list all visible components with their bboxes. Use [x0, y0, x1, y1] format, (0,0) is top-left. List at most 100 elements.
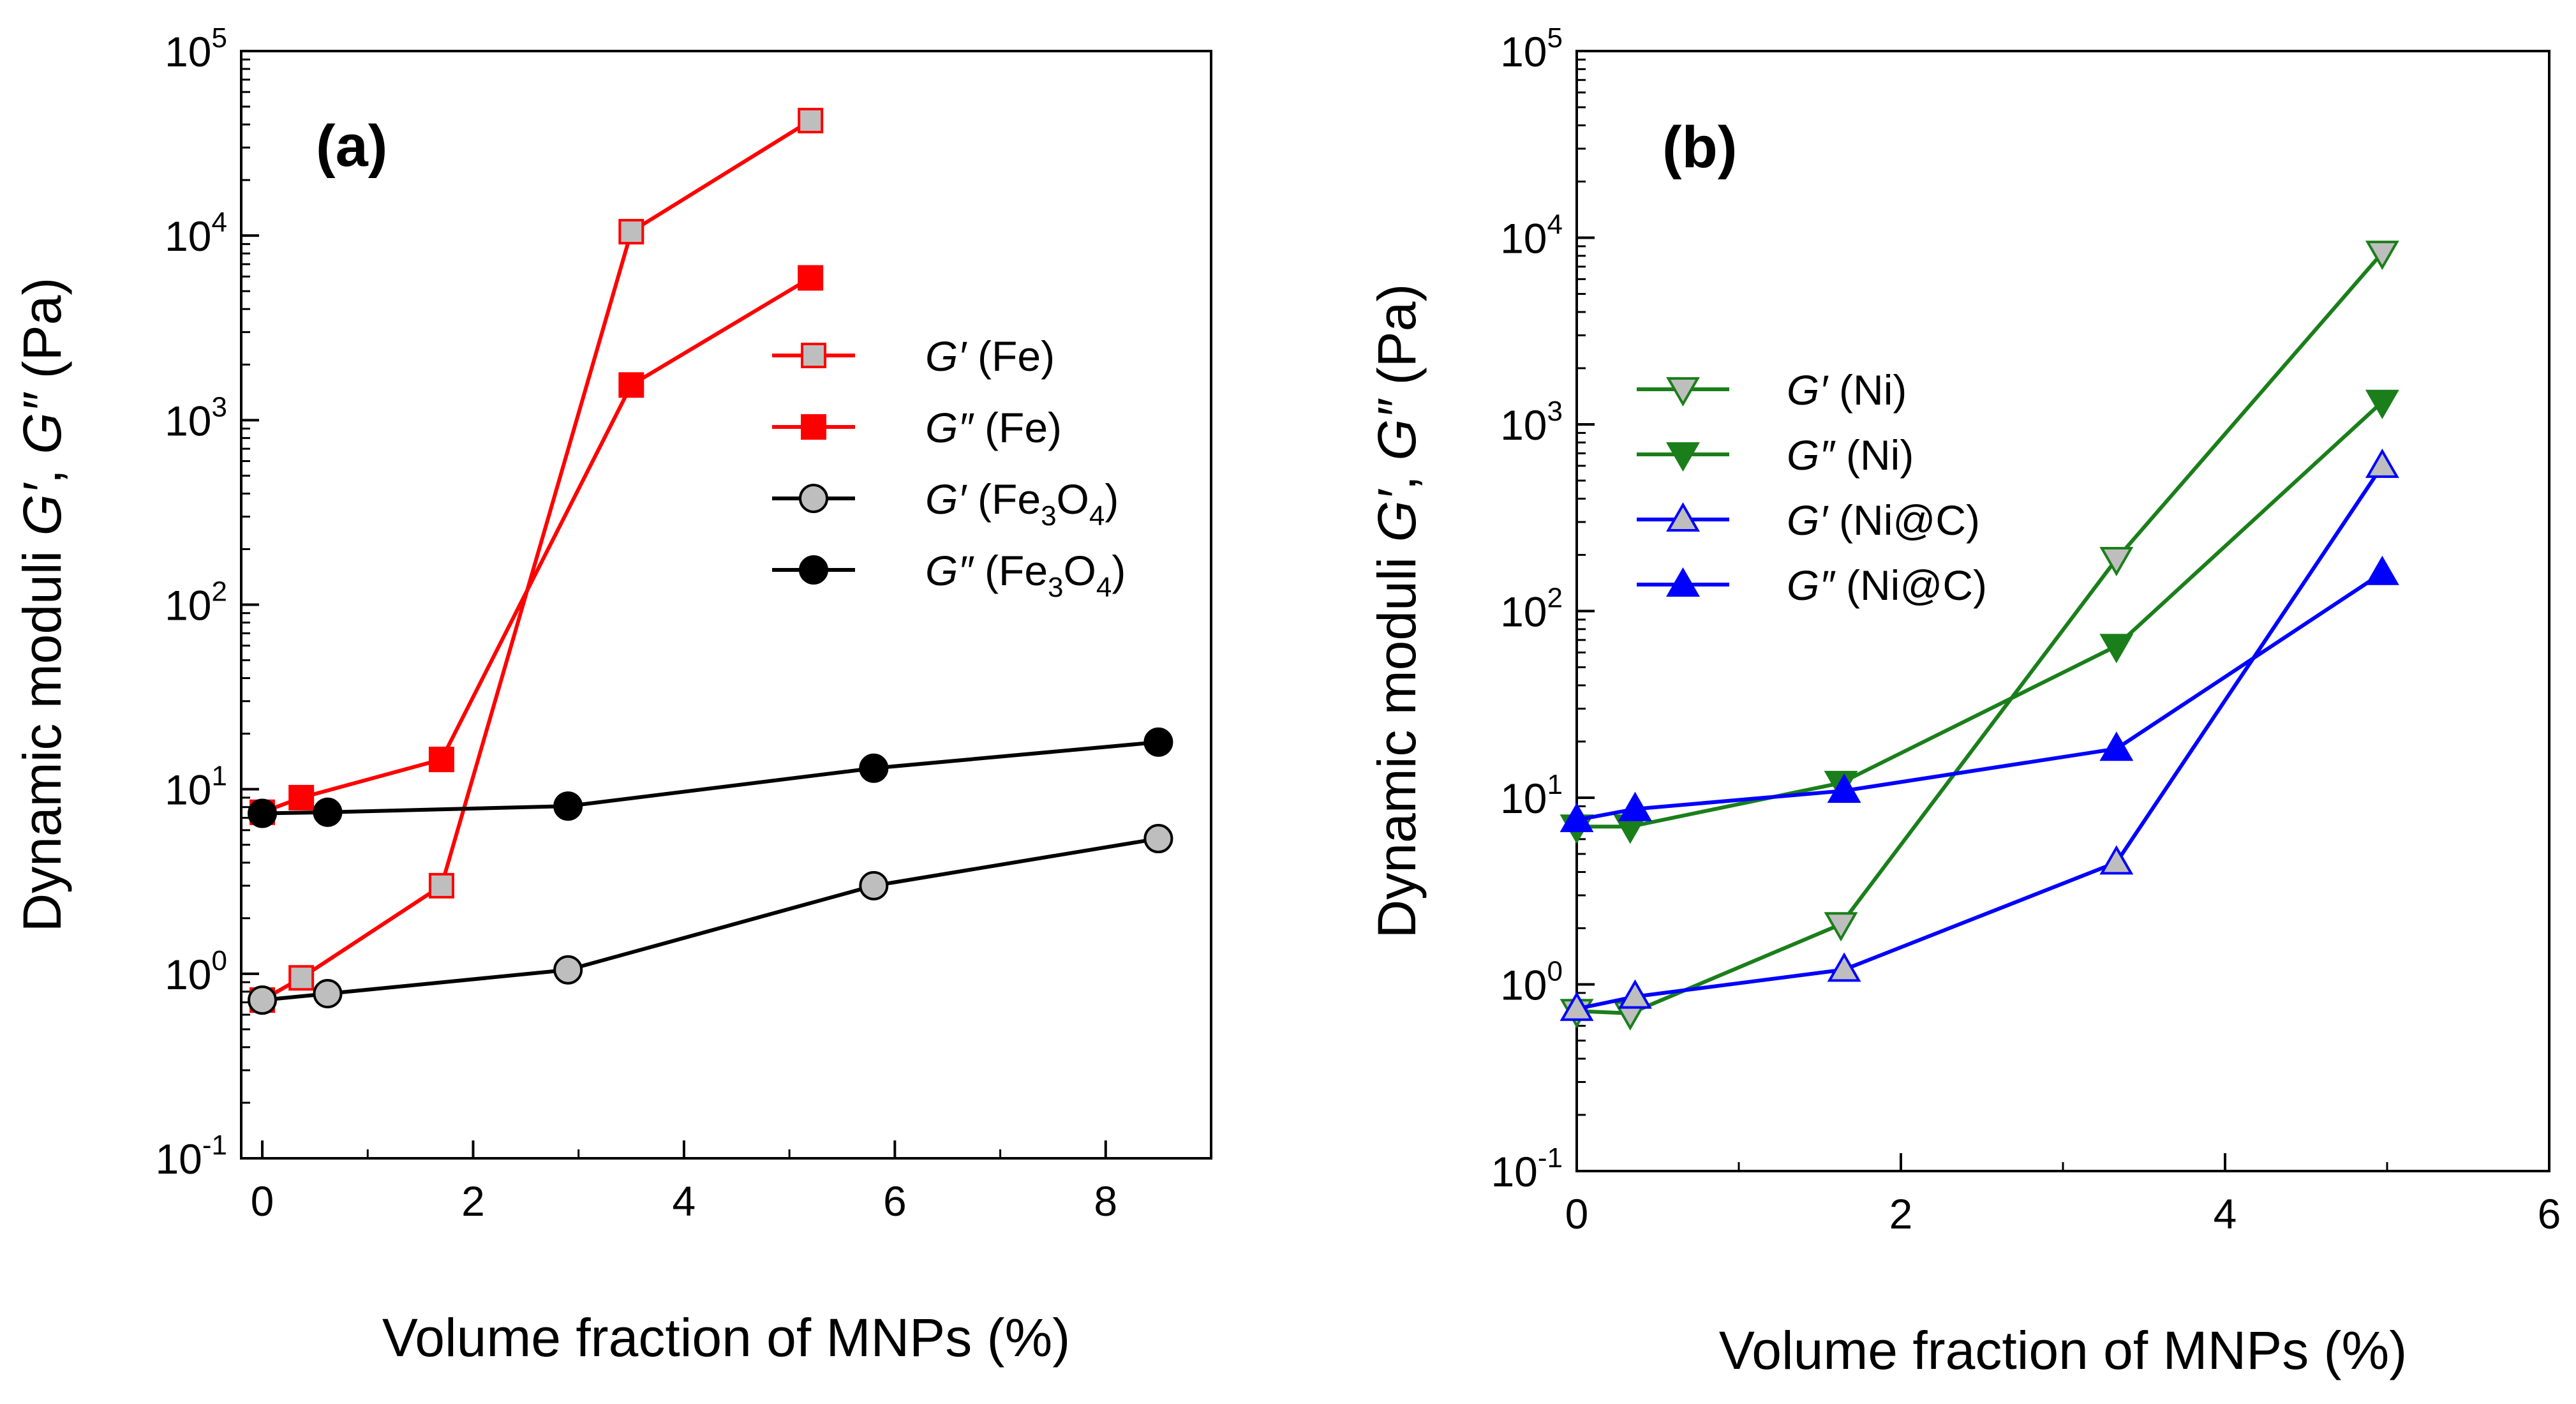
- legend-label: G′ (Ni@C): [1787, 497, 1980, 544]
- series-line: [1576, 571, 2384, 822]
- legend-label: G′ (Ni): [1787, 366, 1907, 414]
- plot-frame: [1575, 50, 2550, 1172]
- legend-label: G′ (Fe): [925, 332, 1055, 380]
- data-point: [618, 219, 644, 245]
- x-tick-label: 4: [2214, 1190, 2237, 1237]
- y-tick-label: 102: [1500, 583, 1563, 636]
- x-tick-label: 6: [883, 1177, 907, 1225]
- data-point: [798, 265, 824, 291]
- data-point: [428, 872, 454, 899]
- series-line: [261, 119, 812, 1002]
- y-tick-label: 100: [165, 945, 227, 998]
- data-point: [798, 107, 824, 133]
- data-point: [288, 965, 315, 991]
- x-tick-label: 4: [673, 1177, 696, 1225]
- legend-marker: [1666, 377, 1700, 407]
- data-point: [2099, 634, 2134, 664]
- plot-frame: [240, 50, 1212, 1160]
- data-point: [1143, 824, 1173, 854]
- y-tick-label: 10-1: [1491, 1142, 1563, 1195]
- legend-label: G″ (Fe3O4): [925, 547, 1126, 603]
- x-tick-label: 6: [2538, 1190, 2561, 1237]
- x-axis-title: Volume fraction of MNPs (%): [1719, 1320, 2407, 1380]
- y-tick-label: 103: [1500, 396, 1563, 449]
- data-point: [1560, 991, 1594, 1021]
- data-point: [2365, 241, 2399, 271]
- data-point: [1618, 791, 1652, 821]
- x-tick-label: 0: [251, 1177, 274, 1225]
- series-2: [1560, 448, 2399, 1021]
- data-point: [313, 797, 343, 827]
- series-line: [261, 276, 812, 814]
- data-point: [2099, 845, 2134, 875]
- legend-label: G′ (Fe3O4): [925, 475, 1119, 532]
- data-point: [2365, 389, 2399, 419]
- x-tick-label: 2: [461, 1177, 485, 1225]
- data-point: [553, 955, 583, 985]
- legend-entry: G″ (Ni): [1637, 431, 1914, 479]
- x-tick-label: 2: [1889, 1190, 1913, 1237]
- data-point: [288, 784, 315, 810]
- data-point: [2099, 731, 2134, 761]
- data-point: [1827, 952, 1861, 982]
- x-tick-label: 0: [1565, 1190, 1589, 1237]
- legend-entry: G″ (Fe): [772, 404, 1062, 451]
- data-point: [248, 798, 278, 828]
- legend-label: G″ (Ni@C): [1787, 562, 1987, 609]
- series-line: [1576, 465, 2384, 1011]
- legend-marker: [801, 414, 826, 440]
- y-tick-label: 100: [1500, 956, 1563, 1009]
- series-line: [262, 837, 1159, 1003]
- panel-label: (a): [316, 114, 387, 179]
- y-tick-label: 103: [165, 391, 227, 444]
- legend-label: G″ (Ni): [1787, 431, 1914, 479]
- data-point: [248, 985, 278, 1015]
- legend-entry: G′ (Fe): [772, 332, 1055, 380]
- legend-entry: G′ (Ni@C): [1637, 497, 1980, 544]
- series-3: [248, 727, 1173, 828]
- series-0: [1560, 241, 2399, 1031]
- data-point: [618, 372, 644, 398]
- data-point: [2099, 546, 2134, 576]
- data-point: [2365, 448, 2399, 478]
- data-point: [859, 753, 889, 783]
- panel-a: 10-1 100 101 102 103 104 105 0 2 4 6 8 Volume fracti…: [12, 22, 1212, 1368]
- series-line: [1576, 251, 2384, 1015]
- legend-entry: G′ (Ni): [1637, 366, 1907, 414]
- data-point: [1824, 912, 1858, 942]
- data-point: [1618, 979, 1652, 1009]
- legend-entry: G″ (Fe3O4): [772, 547, 1126, 603]
- series-line: [1577, 400, 2384, 829]
- legend-label: G″ (Fe): [925, 404, 1062, 451]
- legend-entry: G′ (Fe3O4): [772, 475, 1119, 532]
- y-tick-label: 102: [165, 576, 227, 629]
- y-tick-label: 10-1: [155, 1130, 227, 1183]
- legend-entry: G″ (Ni@C): [1637, 562, 1987, 609]
- legend-marker: [1666, 442, 1700, 472]
- y-tick-label: 105: [165, 22, 227, 75]
- series-1: [249, 265, 824, 825]
- x-tick-label: 8: [1094, 1177, 1117, 1225]
- data-point: [859, 870, 889, 900]
- data-point: [553, 791, 583, 821]
- y-tick-label: 101: [1500, 769, 1563, 822]
- y-axis-title: Dynamic moduli G′, G″ (Pa): [12, 278, 72, 932]
- y-tick-label: 104: [165, 207, 227, 260]
- data-point: [1143, 727, 1173, 757]
- series-line: [262, 740, 1159, 816]
- legend-marker: [1666, 567, 1700, 597]
- legend-marker: [1666, 502, 1700, 532]
- legend: G′ (Fe) G″ (Fe) G′ (Fe3O4) G″ (Fe3O4): [772, 332, 1126, 603]
- legend-marker: [799, 484, 828, 513]
- y-tick-label: 104: [1500, 209, 1563, 262]
- panel-b: 10-1 100 101 102 103 104 105 0 2 4 6 Volume fractio…: [1367, 22, 2561, 1380]
- y-axis-title: Dynamic moduli G′, G″ (Pa): [1367, 284, 1427, 939]
- data-point: [428, 747, 454, 773]
- data-point: [313, 979, 343, 1009]
- panel-label: (b): [1662, 115, 1737, 180]
- data-point: [1560, 802, 1594, 832]
- legend-marker: [799, 555, 828, 585]
- data-point: [2365, 555, 2399, 585]
- y-tick-label: 101: [165, 761, 227, 814]
